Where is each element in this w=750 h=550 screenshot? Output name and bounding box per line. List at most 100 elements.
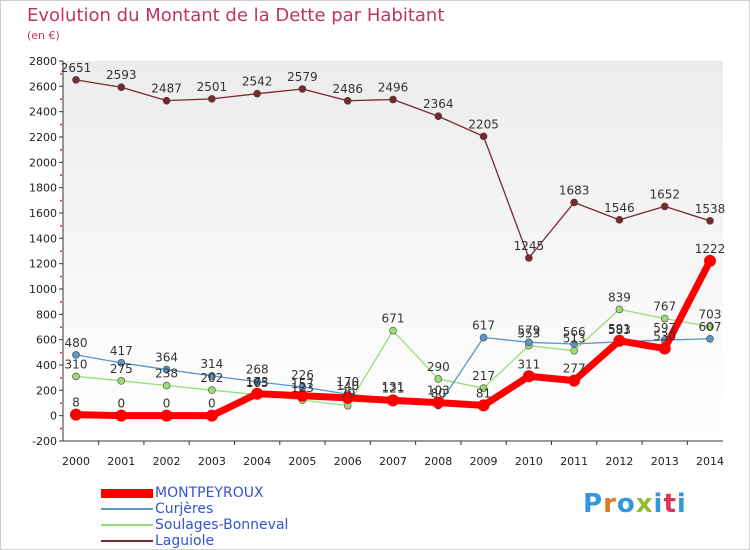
data-label-montpeyroux: 277 bbox=[563, 362, 586, 376]
data-label-laguiole: 1546 bbox=[604, 201, 635, 215]
chart-title: Evolution du Montant de la Dette par Hab… bbox=[27, 5, 445, 26]
y-tick-label: 2400 bbox=[29, 106, 57, 119]
data-label-curjeres: 566 bbox=[563, 325, 586, 339]
data-label-soulages-bonneval: 553 bbox=[517, 327, 540, 341]
y-tick-label: 1800 bbox=[29, 182, 57, 195]
data-label-laguiole: 2496 bbox=[378, 81, 409, 95]
data-label-soulages-bonneval: 165 bbox=[246, 376, 269, 390]
x-tick-label: 2001 bbox=[107, 455, 135, 468]
data-label-montpeyroux: 173 bbox=[246, 375, 269, 389]
data-label-curjeres: 579 bbox=[517, 323, 540, 337]
data-label-soulages-bonneval: 217 bbox=[472, 369, 495, 383]
data-point-montpeyroux bbox=[70, 408, 82, 421]
data-label-soulages-bonneval: 671 bbox=[382, 312, 405, 326]
data-point-soulages-bonneval bbox=[479, 384, 488, 392]
y-tick-label: 2800 bbox=[29, 55, 57, 68]
data-label-curjeres: 268 bbox=[246, 363, 269, 377]
data-point-laguiole bbox=[253, 89, 261, 98]
y-minor-tick bbox=[60, 225, 62, 227]
data-label-soulages-bonneval: 767 bbox=[653, 300, 676, 314]
data-point-montpeyroux bbox=[251, 387, 264, 400]
axes: -200020040060080010001200140016001800200… bbox=[29, 55, 724, 468]
data-label-laguiole: 1245 bbox=[514, 239, 545, 253]
legend-label-curjeres: Curjères bbox=[155, 501, 214, 517]
data-label-montpeyroux: 530 bbox=[653, 330, 676, 344]
y-tick-label: 2000 bbox=[29, 156, 57, 169]
logo-letter: i bbox=[653, 489, 664, 519]
y-minor-tick bbox=[60, 174, 62, 176]
data-point-montpeyroux bbox=[658, 342, 671, 355]
x-tick-label: 2008 bbox=[424, 455, 452, 468]
data-point-curjeres bbox=[479, 333, 488, 342]
y-minor-tick bbox=[60, 326, 62, 328]
y-minor-tick bbox=[60, 301, 62, 303]
legend-label-montpeyroux: MONTPEYROUX bbox=[155, 485, 264, 501]
data-point-curjeres bbox=[253, 377, 261, 386]
y-minor-tick bbox=[60, 98, 62, 100]
y-tick-label: 1400 bbox=[29, 232, 57, 245]
data-point-soulages-bonneval bbox=[615, 305, 624, 314]
data-point-montpeyroux bbox=[704, 254, 716, 267]
proxiti-logo: Proxiti bbox=[583, 489, 687, 519]
x-tick-label: 2014 bbox=[696, 455, 724, 468]
data-label-laguiole: 2579 bbox=[287, 70, 318, 84]
y-tick-label: -200 bbox=[32, 435, 57, 448]
x-tick-label: 2004 bbox=[243, 455, 271, 468]
data-point-montpeyroux bbox=[341, 391, 354, 404]
data-point-soulages-bonneval bbox=[389, 326, 397, 335]
data-label-soulages-bonneval: 275 bbox=[110, 362, 133, 376]
data-label-curjeres: 597 bbox=[653, 321, 676, 335]
legend-label-soulages-bonneval: Soulages-Bonneval bbox=[155, 517, 289, 533]
x-tick-label: 2006 bbox=[334, 455, 362, 468]
data-label-laguiole: 2651 bbox=[61, 61, 92, 75]
data-label-curjeres: 131 bbox=[382, 380, 405, 394]
data-label-laguiole: 1652 bbox=[649, 187, 680, 201]
y-minor-tick bbox=[60, 427, 62, 430]
data-label-soulages-bonneval: 839 bbox=[608, 290, 631, 304]
data-label-laguiole: 2542 bbox=[242, 75, 273, 89]
data-label-montpeyroux: 81 bbox=[476, 386, 491, 400]
x-tick-label: 2002 bbox=[153, 455, 181, 468]
y-tick-label: 200 bbox=[36, 384, 57, 397]
data-label-soulages-bonneval: 123 bbox=[291, 381, 314, 395]
legend-item-laguiole: Laguiole bbox=[101, 533, 361, 549]
y-minor-tick bbox=[60, 275, 62, 278]
data-label-curjeres: 314 bbox=[200, 357, 223, 371]
y-tick-label: 400 bbox=[36, 359, 57, 372]
y-minor-tick bbox=[60, 73, 62, 75]
data-label-soulages-bonneval: 310 bbox=[65, 357, 88, 371]
data-point-laguiole bbox=[162, 96, 171, 105]
x-tick-label: 2009 bbox=[470, 455, 498, 468]
data-point-soulages-bonneval bbox=[570, 346, 578, 355]
logo-letter: o bbox=[616, 489, 636, 519]
data-label-montpeyroux: 0 bbox=[208, 397, 216, 411]
data-label-soulages-bonneval: 202 bbox=[200, 371, 223, 385]
y-tick-label: 800 bbox=[36, 308, 57, 321]
data-point-laguiole bbox=[434, 112, 443, 121]
data-point-montpeyroux bbox=[568, 374, 581, 387]
x-tick-label: 2011 bbox=[560, 455, 588, 468]
x-tick-label: 2010 bbox=[515, 455, 543, 468]
data-point-soulages-bonneval bbox=[706, 322, 714, 331]
data-label-soulages-bonneval: 290 bbox=[427, 360, 450, 374]
data-point-laguiole bbox=[298, 85, 307, 93]
data-label-curjeres: 480 bbox=[65, 336, 88, 350]
data-point-laguiole bbox=[660, 202, 669, 211]
data-point-montpeyroux bbox=[387, 394, 399, 407]
data-label-curjeres: 607 bbox=[699, 320, 722, 334]
data-point-laguiole bbox=[525, 254, 533, 262]
legend-swatch-curjeres bbox=[101, 508, 153, 510]
plot-area bbox=[63, 61, 723, 441]
y-tick-label: 1000 bbox=[29, 283, 57, 296]
legend-item-soulages-bonneval: Soulages-Bonneval bbox=[101, 517, 361, 533]
y-minor-tick bbox=[60, 123, 62, 126]
data-point-montpeyroux bbox=[522, 370, 535, 383]
y-tick-label: 1600 bbox=[29, 207, 57, 220]
data-point-montpeyroux bbox=[296, 389, 309, 402]
data-point-curjeres bbox=[162, 365, 171, 374]
data-label-montpeyroux: 8 bbox=[72, 396, 80, 410]
y-minor-tick bbox=[60, 351, 62, 354]
legend-swatch-montpeyroux bbox=[101, 489, 153, 498]
data-point-curjeres bbox=[72, 351, 80, 359]
series-layer bbox=[70, 76, 716, 422]
